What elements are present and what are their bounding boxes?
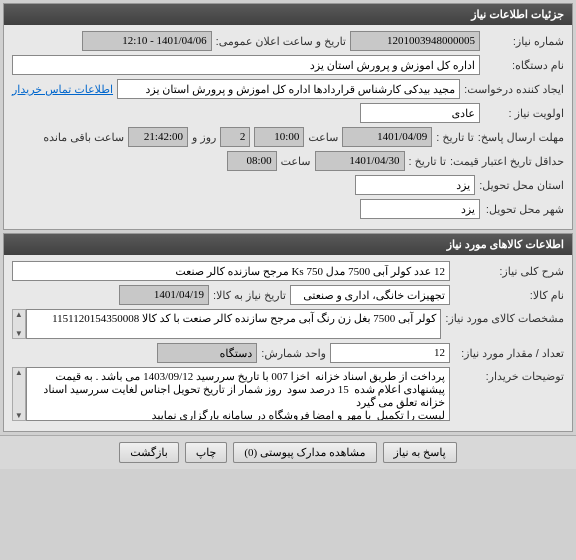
response-deadline-label: مهلت ارسال پاسخ: bbox=[478, 131, 564, 144]
product-name-field bbox=[290, 285, 450, 305]
specs-label: مشخصات کالای مورد نیاز: bbox=[445, 309, 564, 325]
response-hours-label: ساعت باقی مانده bbox=[43, 131, 124, 144]
price-time-field bbox=[227, 151, 277, 171]
close-button[interactable]: بازگشت bbox=[119, 442, 179, 463]
buyer-notes-field bbox=[26, 367, 450, 421]
response-date-field bbox=[342, 127, 432, 147]
response-hours-field bbox=[128, 127, 188, 147]
product-name-label: نام کالا: bbox=[454, 289, 564, 302]
details-panel-header: جزئیات اطلاعات نیاز bbox=[4, 4, 572, 25]
response-time-field bbox=[254, 127, 304, 147]
notes-scrollbar[interactable]: ▲ ▼ bbox=[12, 367, 26, 421]
price-validity-label: حداقل تاریخ اعتبار قیمت: bbox=[450, 155, 564, 168]
price-time-label: ساعت bbox=[281, 155, 311, 168]
button-row: پاسخ به نیاز مشاهده مدارک پیوستی (0) چاپ… bbox=[0, 435, 576, 469]
creator-label: ایجاد کننده درخواست: bbox=[464, 83, 564, 96]
public-announce-field bbox=[82, 31, 212, 51]
specs-field bbox=[26, 309, 442, 339]
quantity-field bbox=[330, 343, 450, 363]
scroll-down-icon: ▼ bbox=[13, 329, 25, 338]
details-panel-body: شماره نیاز: تاریخ و ساعت اعلان عمومی: نا… bbox=[4, 25, 572, 229]
priority-label: اولویت نیاز : bbox=[484, 107, 564, 120]
response-days-label: روز و bbox=[192, 131, 216, 144]
delivery-province-label: استان محل تحویل: bbox=[479, 179, 564, 192]
scroll-up-icon: ▲ bbox=[13, 368, 25, 377]
need-date-field bbox=[119, 285, 209, 305]
response-to-label: تا تاریخ : bbox=[436, 131, 473, 144]
attachments-button[interactable]: مشاهده مدارک پیوستی (0) bbox=[233, 442, 376, 463]
specs-scrollbar[interactable]: ▲ ▼ bbox=[12, 309, 26, 339]
items-panel: اطلاعات کالاهای مورد نیاز شرح کلی نیاز: … bbox=[3, 233, 573, 432]
items-panel-body: شرح کلی نیاز: نام کالا: تاریخ نیاز به کا… bbox=[4, 255, 572, 431]
quantity-label: تعداد / مقدار مورد نیاز: bbox=[454, 347, 564, 360]
device-name-field bbox=[12, 55, 480, 75]
contact-link[interactable]: اطلاعات تماس خریدار bbox=[12, 83, 113, 96]
public-announce-label: تاریخ و ساعت اعلان عمومی: bbox=[216, 35, 346, 48]
delivery-city-field bbox=[360, 199, 480, 219]
buyer-notes-label: توضیحات خریدار: bbox=[454, 367, 564, 383]
response-time-label: ساعت bbox=[308, 131, 338, 144]
summary-label: شرح کلی نیاز: bbox=[454, 265, 564, 278]
device-name-label: نام دستگاه: bbox=[484, 59, 564, 72]
request-number-field bbox=[350, 31, 480, 51]
unit-label: واحد شمارش: bbox=[261, 347, 326, 360]
response-days-field bbox=[220, 127, 250, 147]
request-number-label: شماره نیاز: bbox=[484, 35, 564, 48]
priority-field bbox=[360, 103, 480, 123]
price-date-field bbox=[315, 151, 405, 171]
delivery-province-field bbox=[355, 175, 475, 195]
price-to-label: تا تاریخ : bbox=[409, 155, 446, 168]
print-button[interactable]: چاپ bbox=[185, 442, 228, 463]
scroll-down-icon: ▼ bbox=[13, 411, 25, 420]
summary-field bbox=[12, 261, 450, 281]
details-panel: جزئیات اطلاعات نیاز شماره نیاز: تاریخ و … bbox=[3, 3, 573, 230]
reply-button[interactable]: پاسخ به نیاز bbox=[383, 442, 457, 463]
items-panel-header: اطلاعات کالاهای مورد نیاز bbox=[4, 234, 572, 255]
delivery-city-label: شهر محل تحویل: bbox=[484, 203, 564, 216]
creator-field bbox=[117, 79, 460, 99]
unit-field bbox=[157, 343, 257, 363]
need-date-label: تاریخ نیاز به کالا: bbox=[213, 289, 286, 302]
scroll-up-icon: ▲ bbox=[13, 310, 25, 319]
